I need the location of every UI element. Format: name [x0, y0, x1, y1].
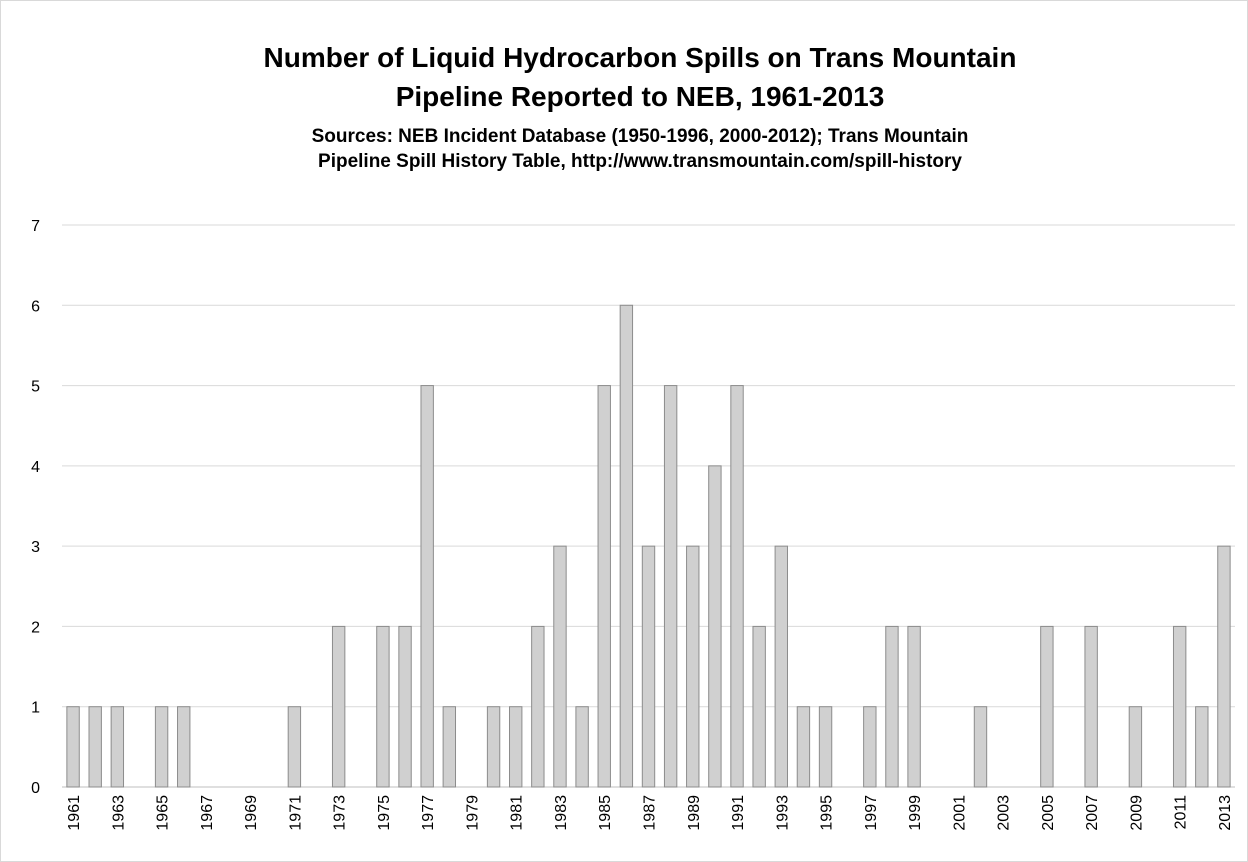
x-tick-label: 2005: [1040, 795, 1057, 831]
y-tick-label: 7: [31, 218, 40, 235]
bar: [110, 706, 125, 788]
chart-title: Pipeline Reported to NEB, 1961-2013: [396, 81, 885, 112]
x-tick-label: 1981: [509, 795, 526, 831]
bar: [287, 706, 302, 788]
bar: [752, 625, 766, 788]
x-tick-label: 1989: [686, 795, 703, 831]
x-tick-label: 1997: [863, 795, 880, 831]
bar: [331, 625, 346, 788]
bar: [88, 706, 102, 788]
x-tick-label: 1983: [553, 795, 570, 831]
x-tick-label: 2009: [1128, 795, 1145, 831]
bar: [398, 625, 412, 788]
bar: [66, 706, 80, 788]
y-tick-label: 1: [31, 700, 40, 717]
x-tick-label: 2003: [996, 795, 1013, 831]
x-tick-label: 1961: [66, 795, 83, 831]
bar: [177, 706, 191, 788]
bar: [796, 706, 811, 788]
x-tick-label: 1995: [819, 795, 836, 831]
bar: [730, 385, 744, 788]
bar: [663, 385, 678, 788]
y-tick-label: 4: [31, 459, 40, 476]
bar: [818, 706, 833, 788]
bar: [1172, 625, 1187, 788]
bar: [619, 304, 634, 788]
x-tick-label: 1977: [420, 795, 437, 831]
x-tick-label: 1985: [597, 795, 614, 831]
y-tick-label: 0: [31, 780, 40, 797]
y-tick-label: 3: [31, 539, 40, 556]
x-tick-label: 1971: [287, 795, 304, 831]
y-tick-label: 2: [31, 619, 40, 636]
bar: [420, 385, 434, 788]
x-tick-label: 1999: [907, 795, 924, 831]
bar: [154, 706, 169, 788]
bar: [973, 706, 988, 788]
bar: [641, 545, 656, 788]
chart-title: Number of Liquid Hydrocarbon Spills on T…: [264, 42, 1017, 73]
x-tick-label: 1973: [332, 795, 349, 831]
x-tick-label: 2001: [951, 795, 968, 831]
bar: [907, 625, 921, 788]
bar: [376, 625, 390, 788]
bar: [486, 706, 501, 788]
x-tick-label: 2011: [1173, 795, 1190, 830]
bar: [1084, 625, 1098, 788]
bar: [575, 706, 589, 788]
bar: [442, 706, 457, 788]
bar: [686, 545, 700, 788]
x-tick-label: 1967: [199, 795, 216, 831]
x-tick-label: 1975: [376, 795, 393, 831]
bar: [1217, 545, 1231, 788]
x-tick-label: 2007: [1084, 795, 1101, 831]
bar: [774, 545, 788, 788]
y-tick-label: 6: [31, 298, 40, 315]
bar: [863, 706, 877, 788]
x-tick-label: 1969: [243, 795, 260, 831]
bar: [553, 545, 567, 788]
bar: [1195, 706, 1209, 788]
x-tick-label: 1987: [642, 795, 659, 831]
bar: [509, 706, 523, 788]
x-tick-label: 2013: [1217, 795, 1234, 831]
y-tick-label: 5: [31, 379, 40, 396]
x-tick-label: 1963: [110, 795, 127, 831]
bar: [1040, 625, 1054, 788]
bar: [1128, 706, 1143, 788]
bar: [885, 625, 899, 788]
chart-subtitle: Sources: NEB Incident Database (1950-199…: [312, 126, 969, 147]
bar: [708, 465, 722, 788]
bar: [597, 385, 611, 788]
x-tick-label: 1965: [155, 795, 172, 831]
x-tick-label: 1979: [464, 795, 481, 831]
x-tick-label: 1991: [730, 795, 747, 831]
bar: [531, 625, 545, 788]
chart-subtitle: Pipeline Spill History Table, http://www…: [318, 151, 962, 172]
x-tick-label: 1993: [774, 795, 791, 831]
